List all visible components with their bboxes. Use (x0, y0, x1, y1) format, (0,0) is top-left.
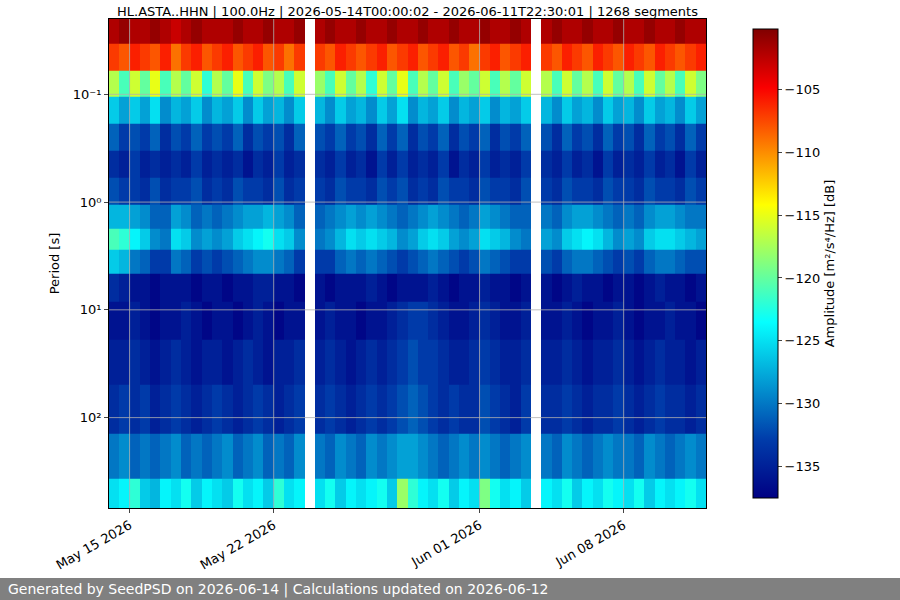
svg-text:10⁻¹: 10⁻¹ (73, 87, 102, 102)
svg-text:−130: −130 (785, 396, 821, 411)
svg-text:−120: −120 (785, 271, 821, 286)
svg-text:−115: −115 (785, 208, 821, 223)
html-text:Generated by SeedPSD on 2026-0: Generated by SeedPSD on 2026-06-14 | Cal… (8, 581, 549, 597)
svg-text:May 15 2026: May 15 2026 (53, 517, 134, 572)
svg-text:Jun 01 2026: Jun 01 2026 (408, 517, 484, 570)
svg-text:−110: −110 (785, 145, 821, 160)
svg-text:Amplitude [m²/s⁴/Hz] [dB]: Amplitude [m²/s⁴/Hz] [dB] (822, 180, 837, 348)
svg-text:Period [s]: Period [s] (47, 233, 62, 295)
svg-text:−135: −135 (785, 459, 821, 474)
svg-text:−105: −105 (785, 82, 821, 97)
svg-text:10²: 10² (80, 410, 102, 425)
svg-text:10⁰: 10⁰ (80, 195, 102, 210)
svg-text:10¹: 10¹ (80, 302, 102, 317)
svg-text:May 22 2026: May 22 2026 (198, 517, 279, 572)
svg-text:−125: −125 (785, 333, 821, 348)
svg-text:HL.ASTA..HHN | 100.0Hz | 2026-: HL.ASTA..HHN | 100.0Hz | 2026-05-14T00:0… (117, 4, 698, 19)
svg-text:Jun 08 2026: Jun 08 2026 (552, 517, 628, 570)
